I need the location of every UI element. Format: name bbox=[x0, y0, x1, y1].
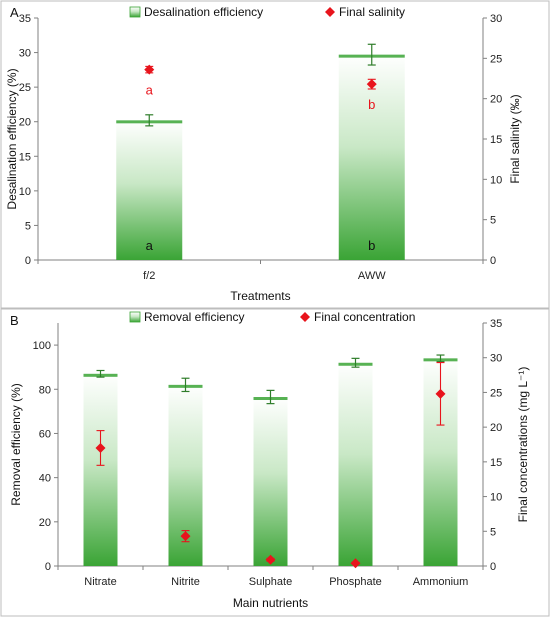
left-tick-label: 40 bbox=[39, 473, 51, 485]
right-tick-label: 20 bbox=[490, 94, 502, 106]
category-label: Phosphate bbox=[329, 576, 382, 588]
right-tick-label: 5 bbox=[490, 215, 496, 227]
panel-frame bbox=[0, 308, 550, 617]
left-tick-label: 100 bbox=[33, 340, 51, 352]
category-label: Nitrite bbox=[171, 576, 200, 588]
left-tick-label: 10 bbox=[19, 186, 31, 198]
category-label: Ammonium bbox=[413, 576, 469, 588]
bar bbox=[338, 362, 373, 566]
legend-point-swatch bbox=[325, 7, 335, 17]
point-marker bbox=[265, 554, 276, 565]
point-marker bbox=[366, 79, 377, 90]
right-tick-label: 25 bbox=[490, 387, 502, 399]
left-tick-label: 25 bbox=[19, 82, 31, 94]
right-tick-label: 5 bbox=[490, 526, 496, 538]
chart-panel-A: A05101520253035051015202530Desalination … bbox=[0, 0, 550, 309]
left-tick-label: 35 bbox=[19, 13, 31, 25]
x-axis-label: Treatments bbox=[230, 289, 290, 303]
right-tick-label: 35 bbox=[490, 318, 502, 330]
left-tick-label: 5 bbox=[25, 220, 31, 232]
left-tick-label: 20 bbox=[39, 517, 51, 529]
category-label: AWW bbox=[358, 270, 386, 282]
left-tick-label: 20 bbox=[19, 117, 31, 129]
left-tick-label: 30 bbox=[19, 48, 31, 60]
category-label: Sulphate bbox=[249, 576, 292, 588]
right-tick-label: 15 bbox=[490, 134, 502, 146]
right-tick-label: 30 bbox=[490, 353, 502, 365]
bar-significance-letter: b bbox=[368, 238, 375, 253]
bar-significance-letter: a bbox=[146, 238, 154, 253]
point-marker bbox=[144, 64, 155, 75]
point-marker bbox=[95, 442, 106, 453]
bar bbox=[83, 373, 118, 566]
left-tick-label: 0 bbox=[25, 255, 31, 267]
category-label: f/2 bbox=[143, 270, 155, 282]
x-axis-label: Main nutrients bbox=[233, 596, 308, 610]
legend-bar-swatch bbox=[129, 311, 141, 323]
panel-label: B bbox=[10, 313, 19, 328]
point-significance-letter: b bbox=[368, 97, 375, 112]
right-tick-label: 25 bbox=[490, 53, 502, 65]
legend-point-label: Final concentration bbox=[314, 310, 415, 324]
y-axis-label-right: Final concentrations (mg L⁻¹) bbox=[516, 367, 530, 523]
right-tick-label: 10 bbox=[490, 492, 502, 504]
legend-point-label: Final salinity bbox=[339, 5, 405, 19]
left-tick-label: 0 bbox=[45, 561, 51, 573]
legend-bar-label: Removal efficiency bbox=[144, 310, 245, 324]
point-significance-letter: a bbox=[146, 83, 154, 98]
category-label: Nitrate bbox=[84, 576, 116, 588]
right-tick-label: 10 bbox=[490, 174, 502, 186]
y-axis-label-right: Final salinity (‰) bbox=[508, 94, 522, 183]
left-tick-label: 60 bbox=[39, 428, 51, 440]
right-tick-label: 30 bbox=[490, 13, 502, 25]
y-axis-label-left: Removal efficiency (%) bbox=[9, 383, 23, 505]
left-tick-label: 15 bbox=[19, 151, 31, 163]
y-axis-label-left: Desalination efficiency (%) bbox=[5, 68, 19, 209]
legend: Desalination efficiency Final salinity bbox=[129, 5, 405, 19]
point-marker bbox=[435, 388, 446, 399]
panel-label: A bbox=[10, 5, 19, 20]
left-tick-label: 80 bbox=[39, 384, 51, 396]
right-tick-label: 0 bbox=[490, 561, 496, 573]
bar bbox=[253, 397, 288, 566]
chart-panel-B: B 0 20 40 60 80 100 0 5 10 15 20 25 30 35 Removal effic… bbox=[0, 308, 550, 617]
point-marker bbox=[350, 558, 361, 569]
right-tick-label: 20 bbox=[490, 422, 502, 434]
bar bbox=[116, 120, 183, 261]
point-marker bbox=[180, 531, 191, 542]
right-tick-label: 15 bbox=[490, 457, 502, 469]
right-tick-label: 0 bbox=[490, 255, 496, 267]
legend-bar-label: Desalination efficiency bbox=[144, 5, 263, 19]
legend: Removal efficiency Final concentration bbox=[129, 310, 415, 324]
legend-bar-swatch bbox=[129, 6, 141, 18]
panel-frame bbox=[0, 0, 550, 309]
legend-point-swatch bbox=[300, 312, 310, 322]
